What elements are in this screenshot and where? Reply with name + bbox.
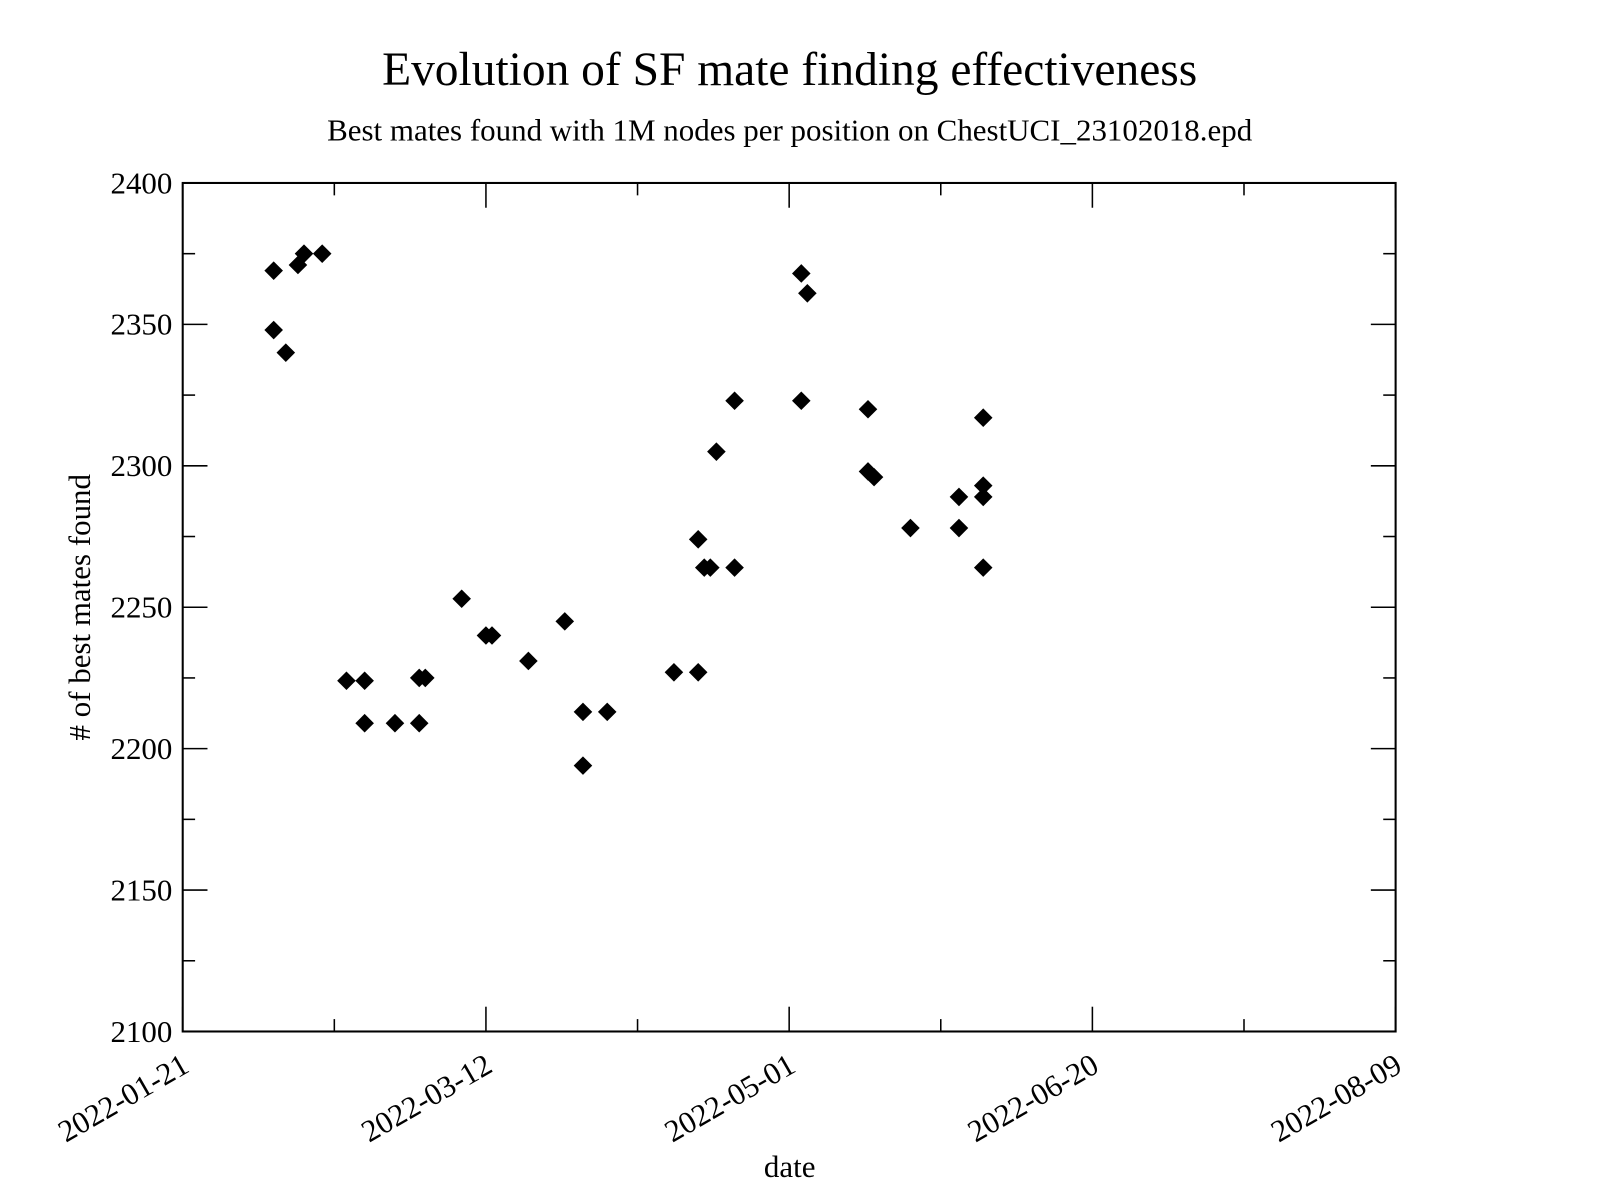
y-tick-label: 2100 — [110, 1014, 172, 1049]
y-tick-label: 2300 — [110, 448, 172, 483]
y-axis-label: # of best mates found — [62, 473, 97, 740]
point — [294, 244, 314, 263]
chart-title: Evolution of SF mate finding effectivene… — [382, 44, 1197, 96]
point — [409, 713, 429, 733]
y-tick-label: 2350 — [110, 307, 172, 342]
point — [573, 702, 593, 722]
point — [973, 408, 993, 428]
point — [264, 320, 283, 340]
point — [792, 391, 811, 411]
point — [555, 612, 575, 631]
point — [276, 343, 296, 362]
y-tick-label: 2200 — [110, 731, 172, 766]
point — [858, 399, 878, 419]
point — [707, 442, 726, 461]
y-tick-label: 2250 — [110, 590, 172, 625]
point — [573, 756, 593, 775]
point — [264, 261, 283, 280]
point — [452, 589, 471, 609]
point — [798, 283, 817, 303]
point — [901, 518, 920, 538]
y-tick-label: 2400 — [110, 165, 172, 200]
point — [725, 391, 744, 411]
point — [792, 264, 811, 283]
point — [949, 518, 969, 538]
point — [597, 702, 617, 722]
point — [355, 713, 374, 733]
y-tick-label: 2150 — [110, 872, 172, 907]
point — [949, 487, 969, 507]
point — [725, 558, 744, 577]
chart-subtitle: Best mates found with 1M nodes per posit… — [327, 113, 1253, 148]
point — [973, 476, 993, 495]
point — [973, 558, 993, 577]
point — [312, 244, 332, 263]
x-axis-label: date — [764, 1149, 816, 1184]
point — [385, 713, 405, 733]
point — [973, 487, 993, 507]
